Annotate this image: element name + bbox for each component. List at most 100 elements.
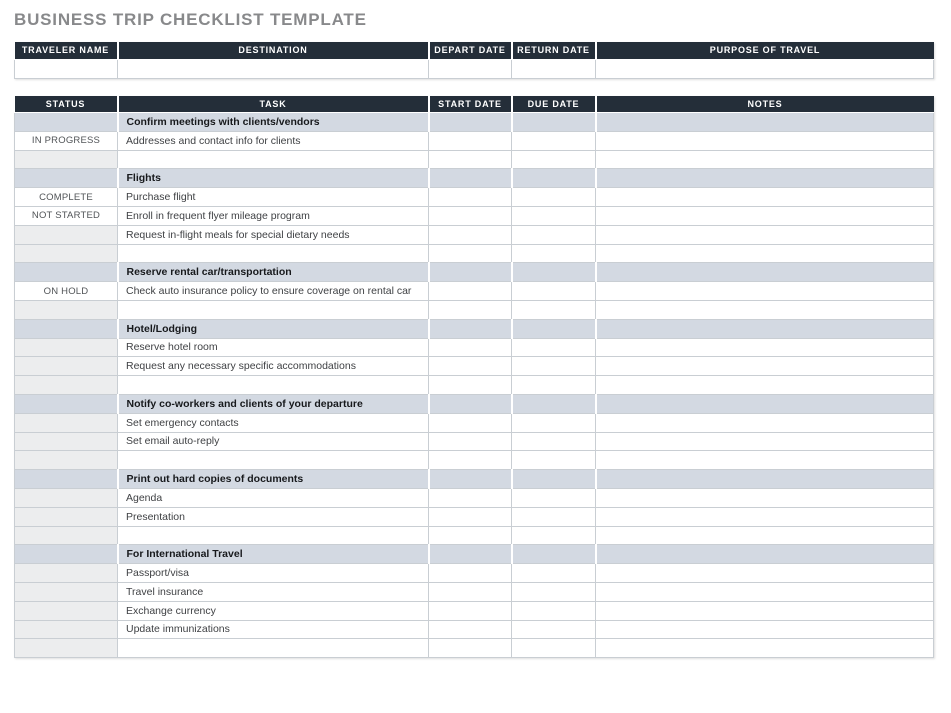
- notes-cell[interactable]: [595, 638, 934, 659]
- due-date-cell[interactable]: [511, 130, 596, 151]
- due-date-cell[interactable]: [511, 299, 596, 320]
- due-date-cell[interactable]: [511, 638, 596, 659]
- task-cell[interactable]: Agenda: [117, 487, 429, 508]
- notes-cell[interactable]: [595, 487, 934, 508]
- due-date-cell[interactable]: [511, 243, 596, 264]
- task-cell[interactable]: Addresses and contact info for clients: [117, 130, 429, 151]
- status-cell[interactable]: [14, 299, 118, 320]
- task-cell[interactable]: [117, 525, 429, 546]
- notes-cell[interactable]: [595, 375, 934, 395]
- due-date-cell[interactable]: [511, 224, 596, 245]
- task-cell[interactable]: Enroll in frequent flyer mileage program: [117, 205, 429, 226]
- start-date-cell[interactable]: [428, 205, 512, 226]
- status-cell[interactable]: [14, 337, 118, 358]
- status-cell[interactable]: [14, 563, 118, 583]
- notes-cell[interactable]: [595, 563, 934, 583]
- notes-cell[interactable]: [595, 299, 934, 320]
- status-cell[interactable]: [14, 356, 118, 377]
- notes-cell[interactable]: [595, 205, 934, 226]
- notes-cell[interactable]: [595, 412, 934, 433]
- status-cell[interactable]: [14, 224, 118, 245]
- due-date-cell[interactable]: [511, 412, 596, 433]
- start-date-cell[interactable]: [428, 243, 512, 264]
- task-cell[interactable]: Exchange currency: [117, 600, 429, 621]
- notes-cell[interactable]: [595, 149, 934, 170]
- due-date-cell[interactable]: [511, 205, 596, 226]
- due-date-cell[interactable]: [511, 337, 596, 358]
- due-date-cell[interactable]: [511, 149, 596, 170]
- notes-cell[interactable]: [595, 581, 934, 602]
- status-cell[interactable]: [14, 525, 118, 546]
- status-cell[interactable]: [14, 431, 118, 452]
- due-date-cell[interactable]: [511, 581, 596, 602]
- start-date-cell[interactable]: [428, 525, 512, 546]
- status-cell[interactable]: NOT STARTED: [14, 205, 118, 226]
- due-date-cell[interactable]: [511, 525, 596, 546]
- status-cell[interactable]: COMPLETE: [14, 187, 118, 207]
- notes-cell[interactable]: [595, 506, 934, 527]
- start-date-cell[interactable]: [428, 281, 512, 301]
- start-date-cell[interactable]: [428, 450, 512, 471]
- notes-cell[interactable]: [595, 356, 934, 377]
- notes-cell[interactable]: [595, 619, 934, 640]
- notes-cell[interactable]: [595, 337, 934, 358]
- status-cell[interactable]: [14, 149, 118, 170]
- notes-cell[interactable]: [595, 450, 934, 471]
- start-date-cell[interactable]: [428, 224, 512, 245]
- start-date-cell[interactable]: [428, 149, 512, 170]
- start-date-cell[interactable]: [428, 412, 512, 433]
- due-date-cell[interactable]: [511, 506, 596, 527]
- start-date-cell[interactable]: [428, 375, 512, 395]
- notes-cell[interactable]: [595, 431, 934, 452]
- start-date-cell[interactable]: [428, 431, 512, 452]
- notes-cell[interactable]: [595, 224, 934, 245]
- status-cell[interactable]: [14, 581, 118, 602]
- depart-date-cell[interactable]: [428, 58, 512, 79]
- task-cell[interactable]: [117, 375, 429, 395]
- status-cell[interactable]: [14, 506, 118, 527]
- status-cell[interactable]: [14, 638, 118, 659]
- start-date-cell[interactable]: [428, 581, 512, 602]
- status-cell[interactable]: [14, 487, 118, 508]
- task-cell[interactable]: [117, 450, 429, 471]
- task-cell[interactable]: Request in-flight meals for special diet…: [117, 224, 429, 245]
- destination-cell[interactable]: [117, 58, 429, 79]
- status-cell[interactable]: IN PROGRESS: [14, 130, 118, 151]
- notes-cell[interactable]: [595, 600, 934, 621]
- status-cell[interactable]: [14, 619, 118, 640]
- start-date-cell[interactable]: [428, 337, 512, 358]
- due-date-cell[interactable]: [511, 487, 596, 508]
- due-date-cell[interactable]: [511, 431, 596, 452]
- task-cell[interactable]: Presentation: [117, 506, 429, 527]
- notes-cell[interactable]: [595, 525, 934, 546]
- start-date-cell[interactable]: [428, 130, 512, 151]
- status-cell[interactable]: [14, 412, 118, 433]
- return-date-cell[interactable]: [511, 58, 596, 79]
- due-date-cell[interactable]: [511, 356, 596, 377]
- task-cell[interactable]: Set email auto-reply: [117, 431, 429, 452]
- task-cell[interactable]: [117, 149, 429, 170]
- status-cell[interactable]: ON HOLD: [14, 281, 118, 301]
- status-cell[interactable]: [14, 600, 118, 621]
- task-cell[interactable]: Update immunizations: [117, 619, 429, 640]
- start-date-cell[interactable]: [428, 299, 512, 320]
- task-cell[interactable]: Check auto insurance policy to ensure co…: [117, 281, 429, 301]
- notes-cell[interactable]: [595, 187, 934, 207]
- notes-cell[interactable]: [595, 130, 934, 151]
- task-cell[interactable]: [117, 243, 429, 264]
- task-cell[interactable]: Travel insurance: [117, 581, 429, 602]
- start-date-cell[interactable]: [428, 356, 512, 377]
- due-date-cell[interactable]: [511, 375, 596, 395]
- status-cell[interactable]: [14, 375, 118, 395]
- traveler-name-cell[interactable]: [14, 58, 118, 79]
- status-cell[interactable]: [14, 243, 118, 264]
- task-cell[interactable]: Request any necessary specific accommoda…: [117, 356, 429, 377]
- start-date-cell[interactable]: [428, 563, 512, 583]
- start-date-cell[interactable]: [428, 487, 512, 508]
- due-date-cell[interactable]: [511, 187, 596, 207]
- task-cell[interactable]: [117, 638, 429, 659]
- notes-cell[interactable]: [595, 281, 934, 301]
- due-date-cell[interactable]: [511, 450, 596, 471]
- status-cell[interactable]: [14, 450, 118, 471]
- task-cell[interactable]: Set emergency contacts: [117, 412, 429, 433]
